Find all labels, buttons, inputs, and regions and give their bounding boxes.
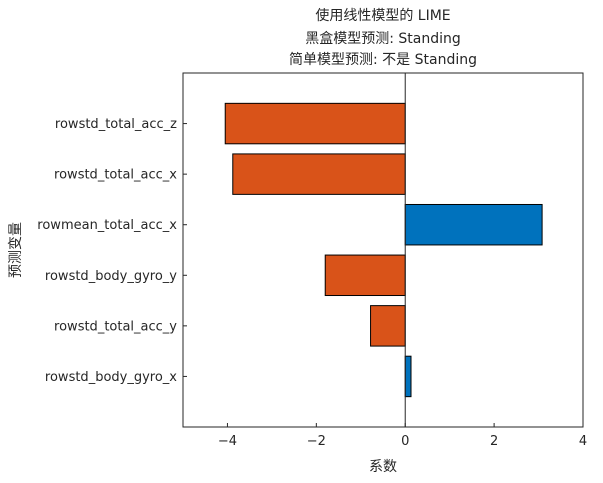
chart-title-line-1: 使用线性模型的 LIME — [315, 7, 450, 24]
bar-rowstd_total_acc_y — [370, 305, 406, 347]
y-tick-label: rowstd_total_acc_x — [54, 168, 177, 183]
chart-title-group: 使用线性模型的 LIME 黑盒模型预测: Standing 简单模型预测: 不是… — [289, 7, 477, 68]
y-axis-label: 预测变量 — [8, 222, 24, 278]
y-tick-label: rowmean_total_acc_x — [37, 218, 177, 233]
bar-rowmean_total_acc_x — [404, 203, 543, 246]
bar-rowstd_total_acc_z — [224, 102, 406, 145]
bars-group — [224, 102, 543, 398]
x-axis-label: 系数 — [369, 459, 397, 475]
y-tick-label: rowstd_body_gyro_y — [45, 269, 177, 284]
y-tick-label: rowstd_total_acc_z — [55, 117, 177, 132]
x-axis-ticks: −4 −2 0 2 4 — [218, 423, 587, 449]
x-tick-label: 2 — [490, 434, 498, 449]
plot-area-frame — [182, 72, 584, 428]
x-tick-label: 4 — [579, 434, 587, 449]
chart-title-line-2: 黑盒模型预测: Standing — [305, 30, 461, 47]
bar-rowstd_body_gyro_x — [404, 355, 412, 398]
chart-title-line-3: 简单模型预测: 不是 Standing — [289, 51, 477, 68]
y-tick-label: rowstd_body_gyro_x — [45, 370, 177, 385]
x-tick-label: −4 — [218, 434, 237, 449]
bar-rowstd_total_acc_x — [232, 153, 406, 195]
y-tick-label: rowstd_total_acc_y — [54, 319, 177, 334]
y-axis-ticks: rowstd_total_acc_z rowstd_total_acc_xrowm… — [37, 117, 187, 385]
x-tick-label: −2 — [307, 434, 326, 449]
bar-rowstd_body_gyro_y — [324, 254, 406, 297]
x-tick-label: 0 — [401, 434, 409, 449]
